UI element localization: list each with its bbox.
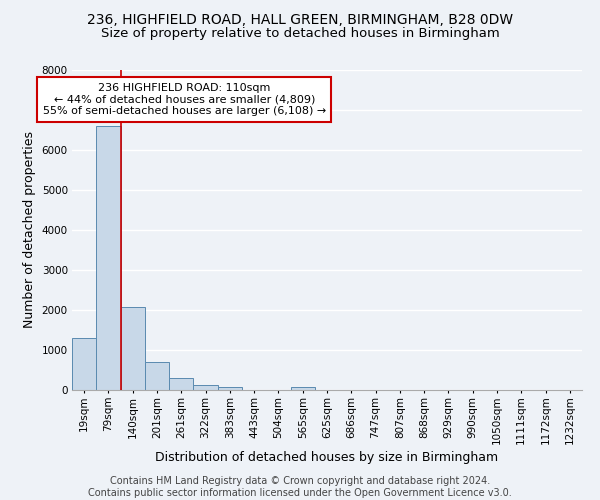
Bar — [169, 378, 193, 390]
Bar — [290, 387, 315, 390]
X-axis label: Distribution of detached houses by size in Birmingham: Distribution of detached houses by size … — [155, 452, 499, 464]
Text: 236 HIGHFIELD ROAD: 110sqm
← 44% of detached houses are smaller (4,809)
55% of s: 236 HIGHFIELD ROAD: 110sqm ← 44% of deta… — [43, 83, 326, 116]
Bar — [121, 307, 145, 390]
Bar — [96, 126, 121, 390]
Text: Size of property relative to detached houses in Birmingham: Size of property relative to detached ho… — [101, 28, 499, 40]
Bar — [218, 387, 242, 390]
Text: 236, HIGHFIELD ROAD, HALL GREEN, BIRMINGHAM, B28 0DW: 236, HIGHFIELD ROAD, HALL GREEN, BIRMING… — [87, 12, 513, 26]
Bar — [72, 338, 96, 390]
Bar — [145, 362, 169, 390]
Text: Contains HM Land Registry data © Crown copyright and database right 2024.
Contai: Contains HM Land Registry data © Crown c… — [88, 476, 512, 498]
Y-axis label: Number of detached properties: Number of detached properties — [23, 132, 36, 328]
Bar — [193, 386, 218, 390]
